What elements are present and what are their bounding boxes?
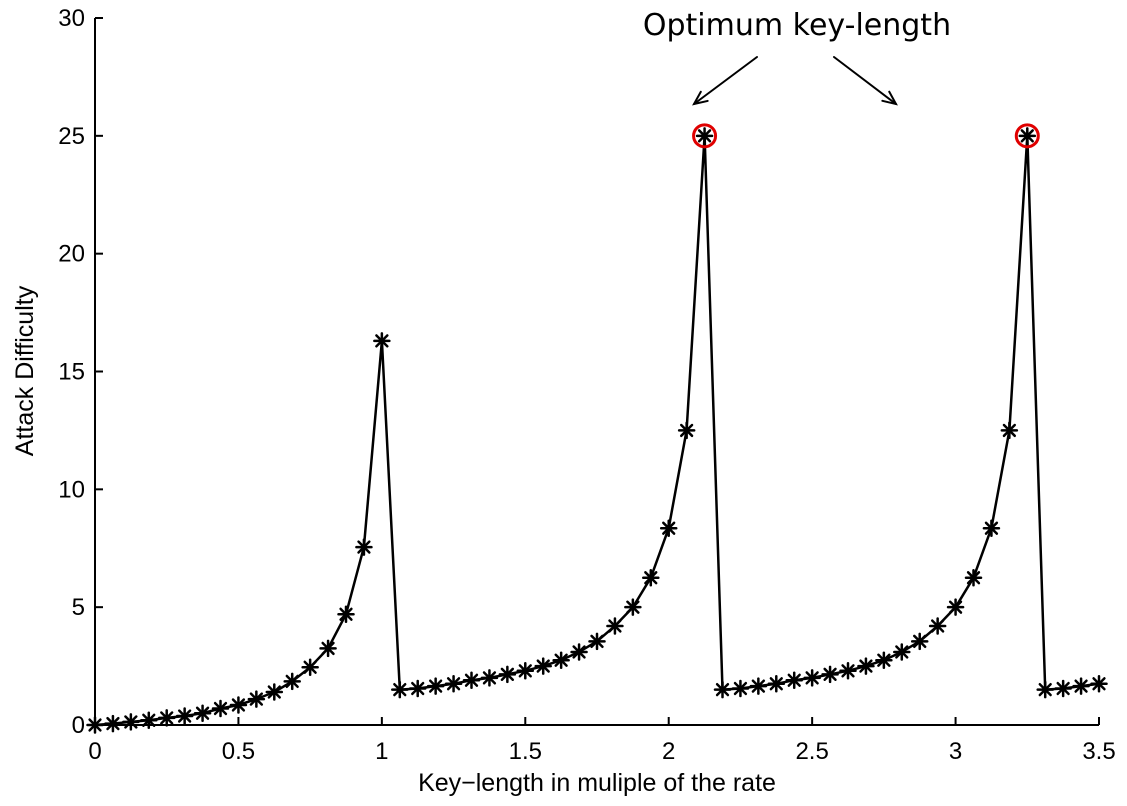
data-point-marker (1000, 421, 1019, 440)
y-tick-label: 20 (58, 241, 85, 268)
data-point-marker (355, 538, 373, 556)
data-point-marker (1072, 677, 1090, 695)
x-tick-label: 3.5 (1082, 738, 1115, 765)
x-tick-label: 3 (949, 738, 962, 765)
annotation-arrow (833, 56, 898, 106)
x-tick-label: 1 (375, 738, 388, 765)
annotation-text: Optimum key-length (643, 8, 951, 43)
markers-layer (86, 127, 1108, 734)
data-point-marker (785, 671, 803, 689)
data-point-marker (247, 690, 266, 708)
data-point-marker (659, 519, 678, 537)
data-point-marker (731, 679, 750, 698)
data-point-marker (677, 421, 696, 440)
data-point-marker (1036, 680, 1054, 699)
data-point-marker (642, 568, 660, 587)
data-point-marker (570, 643, 588, 661)
data-point-marker (373, 332, 391, 350)
data-point-marker (319, 639, 337, 658)
data-point-marker (444, 675, 463, 693)
data-point-marker (462, 671, 481, 689)
x-tick-label: 2.5 (795, 738, 828, 765)
data-point-marker (175, 707, 194, 725)
x-tick-label: 0.5 (222, 738, 255, 765)
data-point-marker (713, 680, 732, 699)
y-tick-label: 5 (72, 594, 85, 621)
data-point-marker (606, 617, 624, 635)
data-point-marker (982, 519, 1001, 537)
data-point-marker (391, 680, 409, 699)
data-point-marker (624, 598, 642, 616)
data-point-marker (1090, 675, 1108, 693)
data-point-marker (193, 704, 212, 722)
data-point-marker (893, 643, 911, 661)
y-axis-label: Attack Difficulty (11, 285, 39, 456)
data-point-marker (534, 657, 552, 675)
data-point-marker (265, 683, 284, 701)
annotation-arrow (692, 56, 758, 106)
optimum-highlight-circle (692, 123, 718, 149)
annotation: Optimum key-length (643, 8, 951, 106)
data-point-marker (749, 677, 768, 695)
data-point-marker (767, 675, 786, 693)
data-point-marker (552, 651, 570, 669)
data-point-marker (426, 677, 445, 695)
data-point-marker (157, 709, 176, 727)
y-tick-label: 30 (58, 5, 85, 32)
data-point-marker (857, 657, 875, 675)
data-point-marker (803, 669, 821, 687)
y-tick-label: 15 (58, 359, 85, 386)
x-ticks: 0 0.5 1 1.5 2 2.5 3 3.5 (88, 717, 1116, 765)
optimum-highlight-circle (1014, 123, 1040, 149)
y-ticks: 0 5 10 15 20 25 30 (58, 5, 103, 739)
data-point-marker (1054, 679, 1072, 698)
axes (94, 18, 1099, 726)
data-point-marker (516, 662, 535, 680)
y-tick-label: 0 (72, 712, 85, 739)
x-tick-label: 2 (662, 738, 675, 765)
x-axis-label: Key−length in muliple of the rate (418, 769, 776, 797)
data-point-marker (408, 679, 427, 698)
data-point-marker (839, 662, 857, 680)
data-point-marker (301, 658, 319, 677)
data-point-marker (910, 632, 929, 651)
data-point-marker (283, 672, 301, 691)
data-point-marker (122, 713, 140, 731)
data-point-marker (498, 665, 517, 684)
data-point-marker (480, 669, 499, 687)
data-point-marker (211, 699, 230, 718)
data-point-marker (588, 632, 606, 651)
data-point-marker (695, 127, 714, 145)
data-point-marker (821, 665, 839, 684)
data-point-marker (1018, 127, 1037, 145)
data-point-marker (229, 696, 248, 714)
data-point-marker (104, 714, 122, 733)
x-tick-label: 0 (88, 738, 101, 765)
x-tick-label: 1.5 (509, 738, 542, 765)
data-point-marker (964, 568, 983, 587)
data-point-marker (946, 598, 965, 616)
data-point-marker (86, 716, 104, 734)
data-point-marker (140, 711, 158, 730)
highlight-layer (692, 123, 1040, 149)
y-tick-label: 25 (58, 123, 85, 150)
data-point-marker (337, 605, 355, 623)
y-tick-label: 10 (58, 476, 85, 503)
data-point-marker (875, 651, 893, 669)
data-point-marker (928, 617, 947, 635)
